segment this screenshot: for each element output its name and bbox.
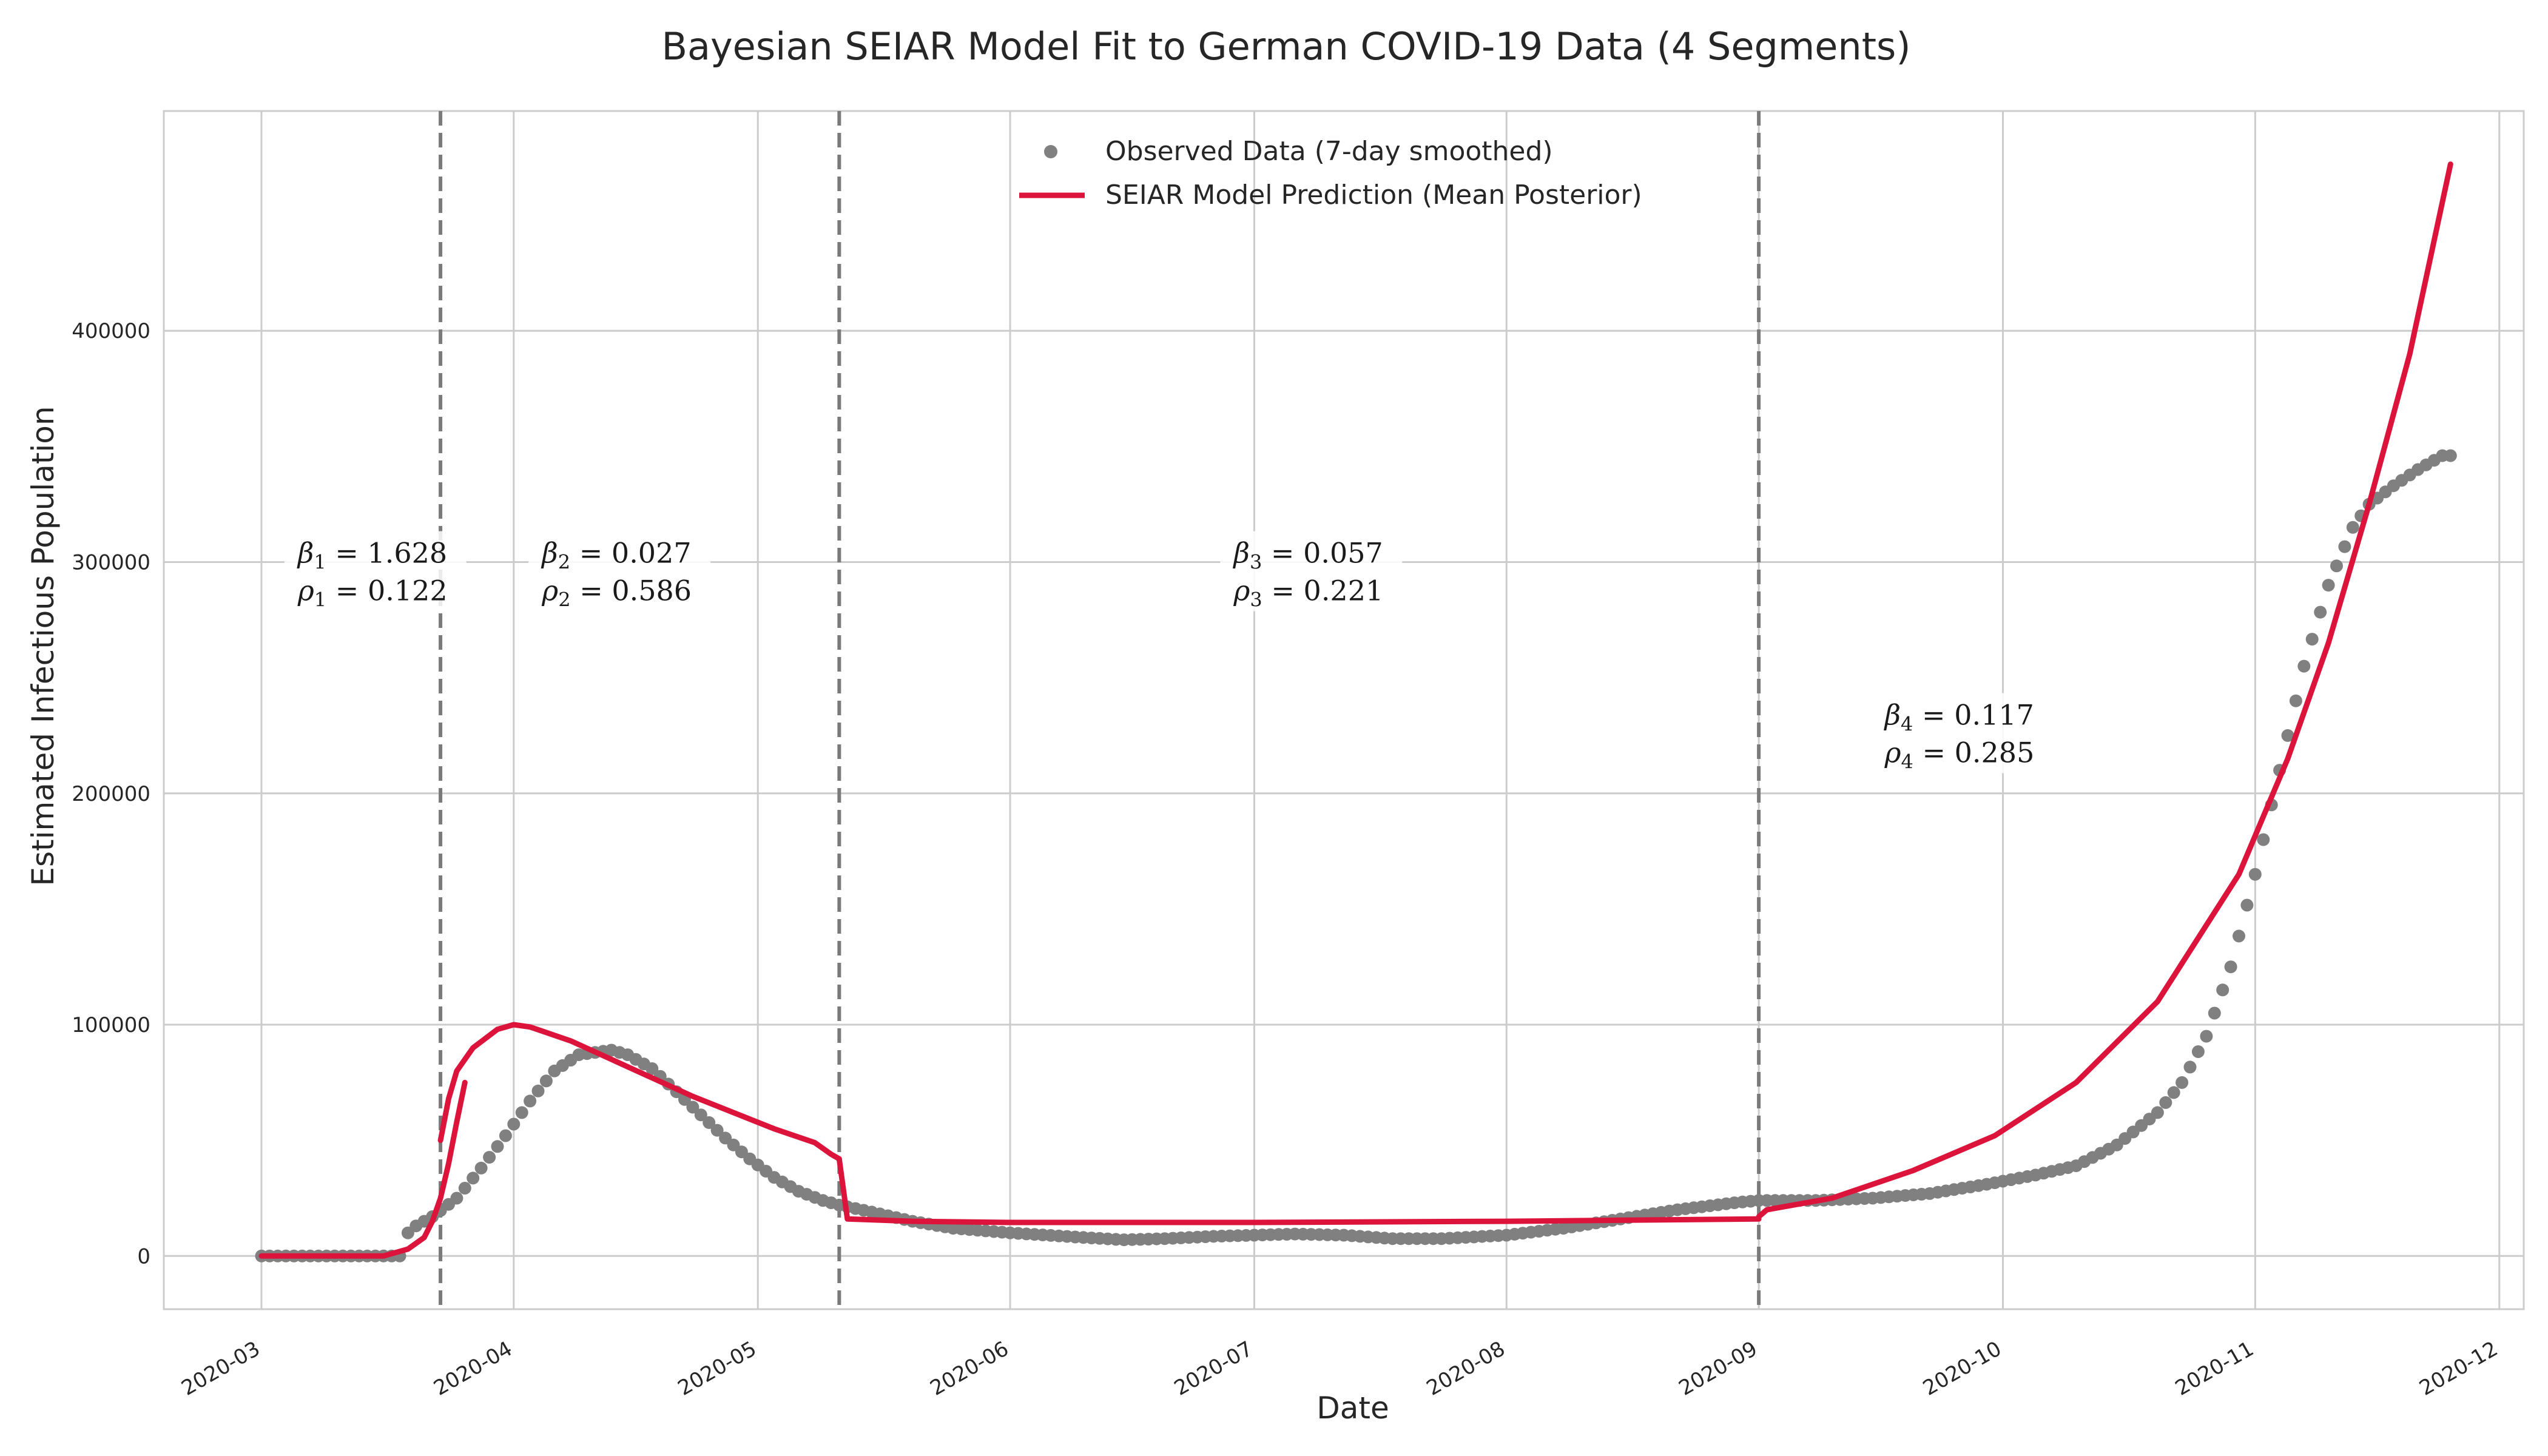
observed-point xyxy=(2183,1060,2197,1074)
observed-point xyxy=(2208,1006,2221,1020)
y-tick-label: 400000 xyxy=(72,319,150,343)
observed-point xyxy=(703,1116,716,1129)
legend-marker-observed xyxy=(1044,145,1057,158)
rho-annotation: ρ1 = 0.122 xyxy=(297,575,448,612)
observed-point xyxy=(524,1094,537,1108)
observed-point xyxy=(2159,1096,2172,1109)
annotation-background xyxy=(1871,693,2054,774)
annotation-background xyxy=(1220,531,1403,612)
observed-point xyxy=(467,1171,480,1185)
observed-point xyxy=(2444,449,2457,462)
observed-point xyxy=(2248,868,2262,881)
chart-title: Bayesian SEIAR Model Fit to German COVID… xyxy=(661,24,1910,69)
observed-point xyxy=(507,1117,521,1131)
observed-point xyxy=(2176,1076,2189,1089)
model-line-segment xyxy=(437,1022,842,1162)
observed-point xyxy=(2314,605,2327,619)
observed-point xyxy=(2167,1086,2180,1099)
beta-annotation: β2 = 0.027 xyxy=(541,537,691,574)
y-axis-label: Estimated Infectious Population xyxy=(25,406,61,886)
x-axis-label: Date xyxy=(1316,1390,1389,1426)
observed-point xyxy=(694,1108,707,1122)
observed-point xyxy=(2233,929,2245,943)
observed-point xyxy=(2224,960,2237,974)
rho-annotation: ρ4 = 0.285 xyxy=(1884,736,2034,773)
observed-point xyxy=(2200,1030,2213,1043)
observed-point xyxy=(474,1161,488,1175)
observed-point xyxy=(645,1062,659,1075)
observed-point xyxy=(491,1140,504,1153)
observed-point xyxy=(483,1151,496,1164)
observed-point xyxy=(2281,729,2294,742)
legend-label-model: SEIAR Model Prediction (Mean Posterior) xyxy=(1105,180,1642,211)
model-line-segment xyxy=(836,1156,1762,1225)
observed-point xyxy=(2322,579,2335,592)
observed-point xyxy=(539,1074,553,1088)
change-point-lines xyxy=(439,111,1761,1309)
observed-point xyxy=(2338,540,2351,553)
observed-point xyxy=(2289,694,2302,707)
model-line-segment xyxy=(1756,161,2453,1219)
annotation-background xyxy=(284,531,467,612)
beta-annotation: β4 = 0.117 xyxy=(1883,698,2034,735)
observed-point xyxy=(499,1129,512,1142)
legend: Observed Data (7-day smoothed) SEIAR Mod… xyxy=(1019,136,1642,211)
y-tick-label: 200000 xyxy=(72,782,150,806)
observed-point xyxy=(2297,659,2311,673)
y-tick-label: 300000 xyxy=(72,550,150,575)
model-series xyxy=(258,161,2453,1259)
beta-annotation: β1 = 1.628 xyxy=(297,537,447,574)
observed-point xyxy=(2151,1106,2164,1119)
y-tick-label: 100000 xyxy=(72,1013,150,1037)
observed-point xyxy=(2191,1045,2205,1058)
observed-point xyxy=(2240,898,2254,912)
observed-point xyxy=(450,1191,463,1205)
observed-point xyxy=(531,1084,545,1097)
plot-frame xyxy=(163,110,2525,1310)
observed-point xyxy=(2216,983,2230,997)
observed-point xyxy=(710,1124,724,1137)
annotation-background xyxy=(528,531,711,612)
observed-point xyxy=(686,1100,699,1114)
y-tick-labels: 0 100000 200000 300000 400000 xyxy=(72,319,150,1269)
y-tick-label: 0 xyxy=(137,1244,150,1269)
beta-annotation: β3 = 0.057 xyxy=(1232,537,1383,574)
observed-point xyxy=(2305,633,2319,646)
legend-label-observed: Observed Data (7-day smoothed) xyxy=(1105,136,1553,167)
observed-point xyxy=(2257,833,2270,846)
rho-annotation: ρ2 = 0.586 xyxy=(541,575,692,612)
observed-point xyxy=(515,1106,528,1119)
rho-annotation: ρ3 = 0.221 xyxy=(1233,575,1383,612)
observed-point xyxy=(2346,521,2359,534)
observed-point xyxy=(2330,559,2343,573)
model-line-segment xyxy=(258,1079,468,1259)
observed-point xyxy=(458,1182,471,1195)
